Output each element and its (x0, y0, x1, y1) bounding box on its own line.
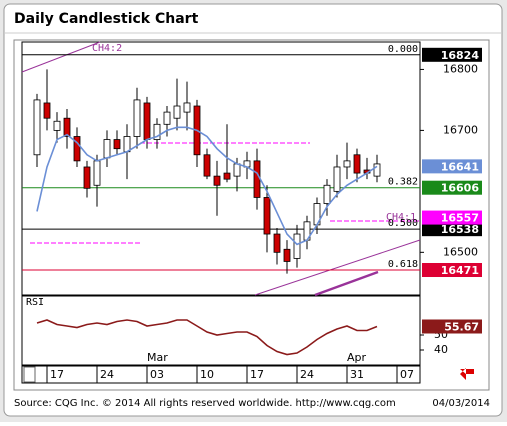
chart-title: Daily Candlestick Chart (14, 11, 199, 27)
back-arrow[interactable] (460, 368, 474, 380)
x-axis (21, 365, 421, 384)
price-box (422, 180, 482, 195)
candle-body (103, 139, 111, 159)
candle-body (373, 163, 381, 177)
month-label: Mar (147, 351, 168, 364)
source: Source: CQG Inc. © 2014 All rights reser… (14, 398, 396, 409)
moving-average (36, 126, 378, 246)
annotation: CH4:1 (386, 212, 416, 223)
candle-body (263, 197, 271, 235)
date: 04/03/2014 (432, 398, 490, 409)
x-tick-label: 07 (400, 368, 414, 381)
candle-body (293, 233, 301, 259)
candle-body (153, 123, 161, 140)
y-tick-label: 16700 (443, 123, 478, 136)
candle-body (43, 102, 51, 119)
candle-body (203, 154, 211, 177)
x-tick-label: 03 (150, 368, 164, 381)
level-label: 0.000 (388, 44, 418, 55)
price-box-label: 16824 (441, 49, 480, 62)
trend-line (21, 41, 101, 73)
month-label: Apr (347, 351, 367, 364)
candle-body (73, 136, 81, 162)
rsi-box-label: 55.67 (444, 320, 479, 333)
candle-body (333, 166, 341, 192)
rsi-label: RSI (26, 297, 44, 308)
price-box-label: 16471 (441, 264, 479, 277)
candle-body (143, 102, 151, 140)
price-box (422, 159, 482, 174)
price-box-label: 16606 (441, 182, 480, 195)
rsi-plot (21, 295, 421, 366)
candle-body (323, 184, 331, 204)
x-tick-label: 17 (50, 368, 64, 381)
candle-body (133, 99, 141, 137)
level-label: 0.618 (388, 259, 418, 270)
x-tick-label: 24 (100, 368, 114, 381)
candle-body (183, 102, 191, 113)
y-tick-label: 16800 (443, 62, 478, 75)
candle-body (163, 111, 171, 125)
candle-body (113, 139, 121, 150)
x-tick-label: 24 (300, 368, 314, 381)
candle-body (123, 136, 131, 153)
candle-body (343, 160, 351, 168)
candle-body (213, 175, 221, 186)
trend-line (254, 239, 421, 296)
price-box-label: 16538 (441, 223, 479, 236)
level-label: 0.500 (388, 218, 418, 229)
candle-body (53, 120, 61, 131)
candle-body (173, 105, 181, 119)
trend-line (314, 270, 379, 297)
scroll-box[interactable] (23, 366, 36, 383)
candle-body (33, 99, 41, 156)
x-tick-label: 10 (200, 368, 214, 381)
rsi-line (36, 319, 378, 356)
candle-body (283, 248, 291, 262)
price-box (422, 222, 482, 237)
price-box (422, 210, 482, 225)
candle-body (353, 154, 361, 174)
x-tick-label: 31 (350, 368, 364, 381)
rsi-tick-label: 40 (434, 343, 448, 356)
rsi-box (422, 319, 482, 334)
annotation: CH4:2 (92, 43, 122, 54)
x-tick-label: 17 (250, 368, 264, 381)
price-box (422, 47, 482, 62)
candle-body (273, 233, 281, 253)
level-label: 0.382 (388, 177, 418, 188)
candle-body (253, 160, 261, 198)
price-box-label: 16557 (441, 212, 479, 225)
price-box-label: 16641 (441, 160, 479, 173)
candle-body (223, 172, 231, 180)
candle-body (233, 163, 241, 177)
candle-body (93, 160, 101, 186)
price-box (422, 263, 482, 278)
candle-body (63, 117, 71, 137)
y-tick-label: 16500 (443, 245, 478, 258)
candle-body (83, 166, 91, 189)
